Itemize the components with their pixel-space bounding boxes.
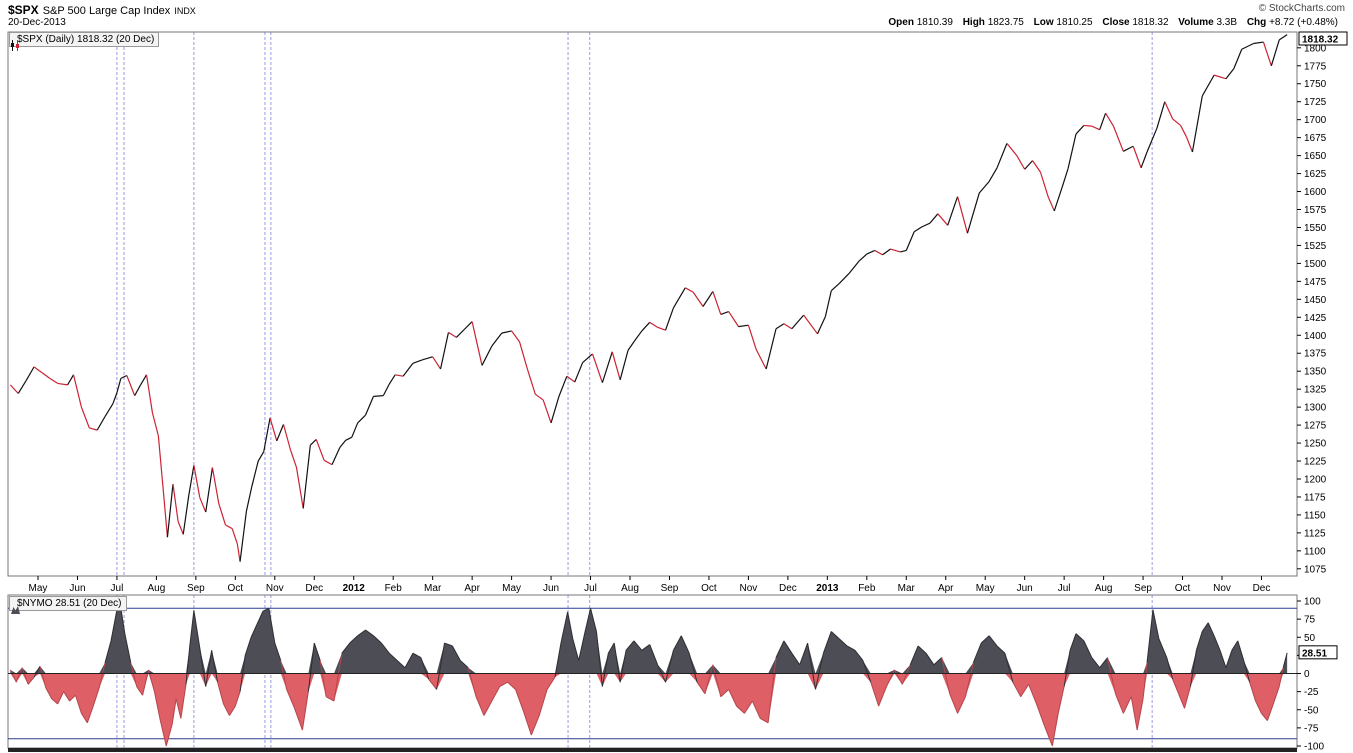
svg-text:Aug: Aug bbox=[147, 583, 165, 594]
svg-text:50: 50 bbox=[1304, 633, 1316, 644]
svg-text:1700: 1700 bbox=[1304, 115, 1327, 126]
svg-text:May: May bbox=[29, 583, 48, 594]
open-label: Open bbox=[888, 17, 914, 28]
svg-text:1475: 1475 bbox=[1304, 277, 1327, 288]
svg-text:1775: 1775 bbox=[1304, 61, 1327, 72]
svg-text:Jun: Jun bbox=[1017, 583, 1033, 594]
svg-text:1200: 1200 bbox=[1304, 474, 1327, 485]
price-legend-label: $SPX (Daily) 1818.32 (20 Dec) bbox=[17, 34, 155, 45]
svg-text:1150: 1150 bbox=[1304, 510, 1326, 521]
svg-text:-25: -25 bbox=[1304, 687, 1319, 698]
svg-text:1725: 1725 bbox=[1304, 97, 1327, 108]
svg-text:Jun: Jun bbox=[69, 583, 85, 594]
chg-value: +8.72 (+0.48%) bbox=[1269, 17, 1338, 28]
exchange-label: INDX bbox=[174, 6, 196, 16]
svg-text:1750: 1750 bbox=[1304, 79, 1327, 90]
chg-label: Chg bbox=[1246, 17, 1267, 28]
low-value: 1810.25 bbox=[1056, 17, 1093, 28]
svg-text:Oct: Oct bbox=[228, 583, 244, 594]
svg-text:100: 100 bbox=[1304, 597, 1321, 608]
svg-text:75: 75 bbox=[1304, 615, 1316, 626]
close-label: Close bbox=[1102, 17, 1130, 28]
svg-text:Dec: Dec bbox=[305, 583, 323, 594]
svg-text:Apr: Apr bbox=[938, 583, 954, 594]
svg-text:1575: 1575 bbox=[1304, 205, 1327, 216]
svg-text:1600: 1600 bbox=[1304, 187, 1327, 198]
svg-text:Jun: Jun bbox=[543, 583, 559, 594]
svg-text:1100: 1100 bbox=[1304, 546, 1326, 557]
symbol-title: $SPX S&P 500 Large Cap Index INDX bbox=[8, 3, 196, 17]
price-legend: $SPX (Daily) 1818.32 (20 Dec) bbox=[9, 32, 160, 51]
svg-text:0: 0 bbox=[1304, 669, 1310, 680]
svg-text:1550: 1550 bbox=[1304, 223, 1327, 234]
svg-text:1075: 1075 bbox=[1304, 564, 1327, 575]
high-value: 1823.75 bbox=[987, 17, 1024, 28]
svg-text:1375: 1375 bbox=[1304, 349, 1327, 360]
svg-text:28.51: 28.51 bbox=[1302, 648, 1327, 659]
svg-text:May: May bbox=[502, 583, 521, 594]
svg-text:1818.32: 1818.32 bbox=[1302, 35, 1339, 46]
svg-text:-50: -50 bbox=[1304, 705, 1319, 716]
svg-text:Sep: Sep bbox=[1134, 583, 1152, 594]
svg-text:-75: -75 bbox=[1304, 723, 1319, 734]
svg-text:1450: 1450 bbox=[1304, 295, 1327, 306]
svg-text:2013: 2013 bbox=[816, 583, 839, 594]
svg-text:Jul: Jul bbox=[111, 583, 124, 594]
svg-text:Aug: Aug bbox=[621, 583, 639, 594]
svg-text:Oct: Oct bbox=[701, 583, 717, 594]
svg-text:1675: 1675 bbox=[1304, 133, 1327, 144]
svg-text:Feb: Feb bbox=[385, 583, 403, 594]
volume-value: 3.3B bbox=[1216, 17, 1238, 28]
svg-text:-100: -100 bbox=[1304, 742, 1324, 753]
svg-text:May: May bbox=[976, 583, 995, 594]
svg-text:1400: 1400 bbox=[1304, 331, 1327, 342]
svg-text:1800: 1800 bbox=[1304, 43, 1327, 54]
svg-text:Aug: Aug bbox=[1095, 583, 1113, 594]
nymo-legend: $NYMO 28.51 (20 Dec) bbox=[9, 596, 127, 614]
svg-text:Sep: Sep bbox=[661, 583, 679, 594]
svg-text:1175: 1175 bbox=[1304, 492, 1326, 503]
svg-text:Oct: Oct bbox=[1175, 583, 1191, 594]
svg-text:Jul: Jul bbox=[1058, 583, 1071, 594]
svg-text:Apr: Apr bbox=[464, 583, 480, 594]
svg-text:Dec: Dec bbox=[779, 583, 797, 594]
svg-text:1275: 1275 bbox=[1304, 421, 1327, 432]
svg-text:1625: 1625 bbox=[1304, 169, 1327, 180]
chart-header: $SPX S&P 500 Large Cap Index INDX © StockC… bbox=[0, 0, 1353, 30]
svg-text:1250: 1250 bbox=[1304, 439, 1327, 450]
svg-text:1325: 1325 bbox=[1304, 385, 1327, 396]
symbol: $SPX bbox=[8, 3, 39, 17]
svg-text:Sep: Sep bbox=[187, 583, 205, 594]
svg-text:1125: 1125 bbox=[1304, 528, 1326, 539]
svg-text:Mar: Mar bbox=[424, 583, 442, 594]
svg-text:1300: 1300 bbox=[1304, 403, 1327, 414]
svg-text:Nov: Nov bbox=[266, 583, 284, 594]
open-value: 1810.39 bbox=[916, 17, 953, 28]
svg-text:Mar: Mar bbox=[898, 583, 916, 594]
svg-text:Nov: Nov bbox=[1213, 583, 1231, 594]
quote-summary: Open 1810.39 High 1823.75 Low 1810.25 Cl… bbox=[888, 17, 1345, 28]
svg-text:Feb: Feb bbox=[858, 583, 876, 594]
svg-text:Jul: Jul bbox=[584, 583, 597, 594]
svg-text:2012: 2012 bbox=[343, 583, 366, 594]
svg-text:Dec: Dec bbox=[1253, 583, 1271, 594]
symbol-name: S&P 500 Large Cap Index bbox=[42, 5, 171, 17]
price-chart: 1800 1775 1750 1725 1700 1675 1650 1625 1600 1575… bbox=[7, 31, 1348, 594]
svg-text:1525: 1525 bbox=[1304, 241, 1327, 252]
svg-text:1350: 1350 bbox=[1304, 367, 1327, 378]
nymo-legend-label: $NYMO 28.51 (20 Dec) bbox=[17, 598, 122, 609]
close-value: 1818.32 bbox=[1132, 17, 1169, 28]
svg-text:1225: 1225 bbox=[1304, 457, 1327, 468]
high-label: High bbox=[962, 17, 985, 28]
low-label: Low bbox=[1033, 17, 1054, 28]
svg-text:1500: 1500 bbox=[1304, 259, 1327, 270]
svg-text:Nov: Nov bbox=[740, 583, 758, 594]
svg-text:1650: 1650 bbox=[1304, 151, 1327, 162]
svg-text:1425: 1425 bbox=[1304, 313, 1327, 324]
chart-date: 20-Dec-2013 bbox=[8, 17, 66, 28]
stockcharts-copyright: © StockCharts.com bbox=[1258, 3, 1345, 14]
volume-label: Volume bbox=[1178, 17, 1214, 28]
